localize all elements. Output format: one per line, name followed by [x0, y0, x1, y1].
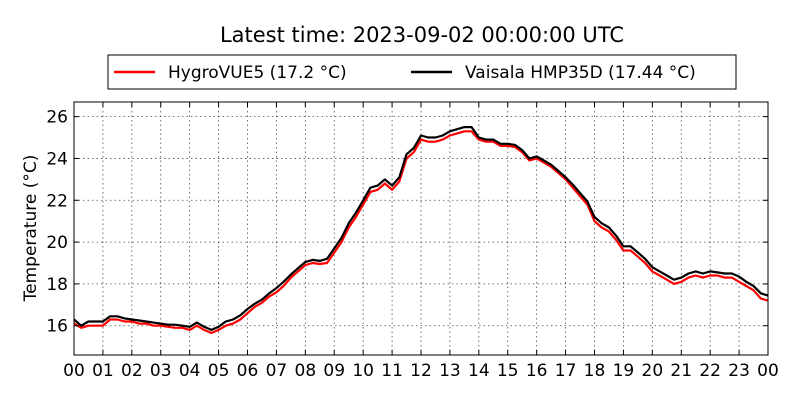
legend-label-vaisala: Vaisala HMP35D (17.44 °C) [465, 63, 696, 83]
y-tick-label: 26 [46, 108, 68, 128]
x-tick-label: 02 [121, 361, 143, 381]
x-tick-label: 10 [352, 361, 374, 381]
legend: HygroVUE5 (17.2 °C) Vaisala HMP35D (17.4… [107, 54, 737, 90]
x-tick-label: 09 [323, 361, 345, 381]
y-tick-label: 20 [46, 233, 68, 253]
y-tick-label: 18 [46, 275, 68, 295]
x-tick-label: 00 [63, 361, 85, 381]
x-tick-label: 01 [92, 361, 114, 381]
series-line-hygrovue5 [73, 130, 769, 335]
x-tick-label: 15 [497, 361, 519, 381]
y-tick-label: 24 [46, 149, 68, 169]
x-tick-label: 05 [208, 361, 230, 381]
x-tick-label: 23 [728, 361, 750, 381]
x-tick-label: 14 [468, 361, 490, 381]
chart-title: Latest time: 2023-09-02 00:00:00 UTC [220, 23, 624, 47]
x-tick-label: 06 [237, 361, 259, 381]
series-line-vaisala [73, 125, 769, 331]
x-tick-label: 03 [150, 361, 172, 381]
x-tick-label: 12 [410, 361, 432, 381]
x-tick-label: 22 [699, 361, 721, 381]
legend-label-hygrovue5: HygroVUE5 (17.2 °C) [168, 63, 347, 83]
x-tick-label: 18 [584, 361, 606, 381]
x-tick-label: 00 [757, 361, 779, 381]
x-tick-label: 16 [526, 361, 548, 381]
x-tick-label: 08 [295, 361, 317, 381]
y-tick-label: 16 [46, 317, 68, 337]
grid [74, 102, 768, 355]
x-tick-label: 11 [381, 361, 403, 381]
y-axis-label: Temperature (°C) [21, 155, 41, 303]
x-tick-label: 07 [266, 361, 288, 381]
x-tick-label: 04 [179, 361, 201, 381]
x-tick-label: 21 [670, 361, 692, 381]
x-tick-label: 20 [642, 361, 664, 381]
x-tick-label: 19 [613, 361, 635, 381]
y-tick-label: 22 [46, 191, 68, 211]
x-tick-label: 13 [439, 361, 461, 381]
series-lines [73, 125, 769, 335]
plot-area [73, 101, 769, 356]
axis-ticks: 00 01 02 03 04 05 06 07 08 09 10 11 12 13 14 15 16 17 18 19… [46, 102, 779, 381]
x-tick-label: 17 [555, 361, 577, 381]
